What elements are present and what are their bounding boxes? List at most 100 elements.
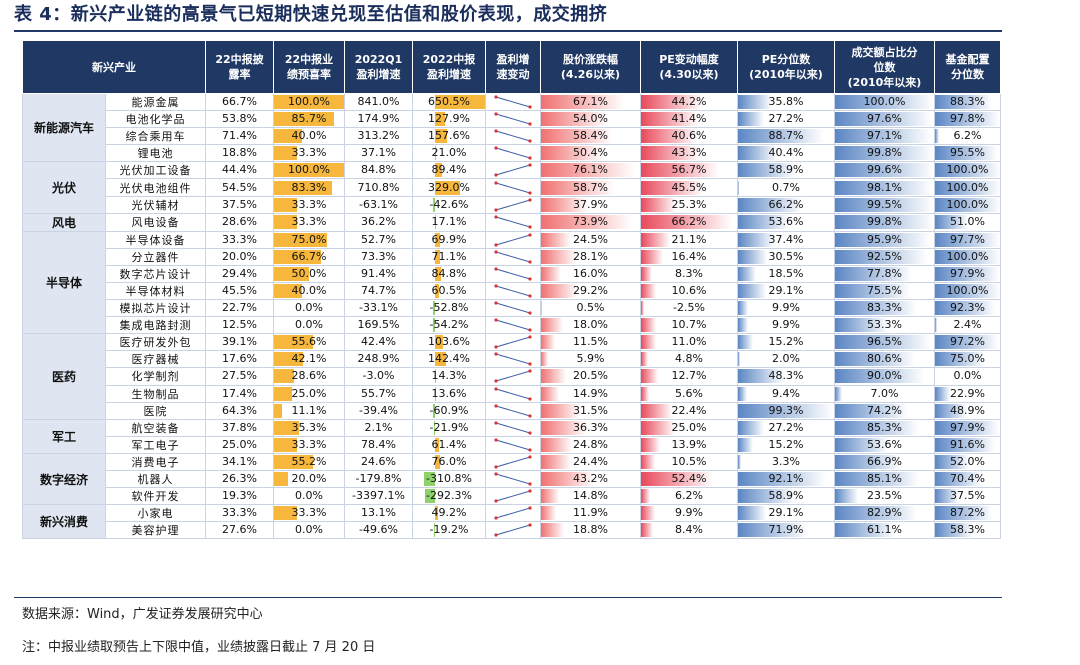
cell-value: 33.3%: [291, 146, 327, 160]
value-cell: 33.3%: [273, 504, 345, 523]
data-bar: [541, 129, 614, 144]
value-cell: 91.6%: [934, 435, 1001, 454]
sparkline-point: [528, 198, 532, 202]
value-cell: 84.8%: [344, 161, 413, 180]
data-bar: [432, 318, 435, 333]
value-cell: 100.0%: [834, 92, 935, 112]
cell-value: -3.0%: [362, 369, 395, 383]
cell-value: 127.9%: [428, 112, 470, 126]
cell-value: 97.1%: [867, 129, 902, 143]
data-bar: [641, 215, 732, 230]
data-bar: [424, 472, 435, 487]
value-cell: -3.0%: [344, 367, 413, 386]
data-bar: [935, 454, 969, 469]
cell-value: 14.3%: [431, 369, 467, 383]
sparkline-point: [494, 267, 498, 271]
cell-value: 61.4%: [431, 437, 467, 451]
data-bar: [835, 523, 896, 538]
sparkline: [494, 267, 532, 281]
data-bar: [935, 163, 1000, 178]
value-cell: 11.0%: [640, 333, 738, 352]
cell-value: 0.5%: [576, 301, 605, 315]
cell-value: 100.0%: [863, 95, 906, 109]
cell-value: 78.4%: [361, 437, 396, 451]
cell-value: 16.4%: [671, 249, 707, 263]
value-cell: -33.1%: [344, 299, 413, 318]
data-bar: [641, 112, 698, 127]
sparkline-point: [494, 215, 498, 219]
data-bar: [274, 180, 333, 195]
table-row: 军工 航空装备 37.8% 35.3% 2.1% -21.9% 36.3% 25.0% 27.2…: [22, 418, 1001, 454]
cell-value: 18.0%: [573, 318, 608, 332]
cell-value: 17.4%: [222, 386, 257, 400]
cell-value: 88.7%: [768, 129, 804, 143]
data-bar: [935, 180, 1000, 195]
sub-industry-label: 风电设备: [105, 212, 206, 232]
value-cell: 10.6%: [640, 281, 738, 301]
value-cell: 64.3%: [205, 401, 274, 420]
value-cell: 55.6%: [273, 333, 345, 352]
table-row: 分立器件 20.0% 66.7% 73.3% 71.1% 28.1% 16.4% 30.5% 9…: [23, 247, 1001, 266]
data-bar: [835, 352, 915, 367]
value-cell: 30.5%: [737, 247, 835, 266]
sparkline-point: [494, 318, 498, 322]
value-cell: 33.3%: [273, 144, 345, 163]
cell-value: 36.3%: [573, 420, 608, 434]
value-cell: 650.5%: [412, 92, 486, 112]
data-bar: [738, 180, 739, 195]
data-bar: [541, 437, 572, 452]
industry-group-label: 新能源汽车: [22, 92, 106, 163]
cell-value: 82.9%: [867, 506, 902, 520]
sparkline-point: [528, 523, 532, 527]
data-bar: [641, 489, 650, 504]
cell-value: 58.9%: [768, 163, 804, 177]
cell-value: 100.0%: [946, 283, 989, 297]
value-cell: 33.3%: [205, 504, 274, 523]
cell-value: 37.1%: [361, 146, 396, 160]
cell-value: 53.6%: [768, 215, 804, 229]
cell-value: 42.4%: [361, 335, 396, 349]
sparkline: [494, 455, 532, 469]
cell-value: 92.3%: [950, 301, 985, 315]
data-bar: [935, 489, 960, 504]
table-row: 机器人 26.3% 20.0% -179.8% -310.8% 43.2% 52.4% 92.…: [23, 469, 1001, 489]
sparkline-cell: [485, 195, 541, 214]
data-bar: [641, 318, 656, 333]
column-header-line: (4.30以来): [659, 68, 719, 81]
cell-value: 97.6%: [867, 112, 902, 126]
data-bar: [738, 301, 748, 316]
cell-value: 29.1%: [768, 506, 804, 520]
sparkline: [494, 284, 532, 298]
cell-value: 15.2%: [768, 335, 804, 349]
data-bar: [434, 454, 441, 469]
cell-value: -3397.1%: [352, 489, 405, 503]
cell-value: 92.1%: [768, 472, 804, 486]
value-cell: 22.4%: [640, 401, 738, 420]
industry-group-label: 新兴消费: [22, 504, 106, 540]
sparkline-segment: [495, 319, 531, 331]
cell-value: 75.0%: [950, 352, 985, 366]
value-cell: 33.3%: [273, 195, 345, 214]
sparkline-cell: [485, 127, 541, 146]
source-note: 数据来源：Wind，广发证券发展研究中心: [22, 607, 263, 622]
data-bar: [935, 420, 999, 435]
cell-value: 91.4%: [361, 266, 396, 280]
value-cell: -179.8%: [344, 469, 413, 489]
column-header-line: 盈利增: [496, 53, 530, 66]
value-cell: 45.5%: [640, 178, 738, 197]
column-header: 盈利增 速变动: [485, 40, 541, 94]
table-row: 半导体 半导体设备 33.3% 75.0% 52.7% 69.9% 24.5% 21.1% 37…: [22, 230, 1001, 335]
cell-value: 73.3%: [361, 249, 396, 263]
value-cell: 0.0%: [934, 367, 1001, 386]
sparkline-point: [528, 506, 532, 510]
cell-value: 20.5%: [573, 369, 608, 383]
value-cell: 83.3%: [273, 178, 345, 197]
cell-value: 841.0%: [357, 95, 400, 109]
cell-value: 2.4%: [953, 318, 982, 332]
sparkline-segment: [495, 268, 531, 280]
cell-value: 98.1%: [867, 180, 902, 194]
data-bar: [641, 420, 676, 435]
cell-value: 11.1%: [291, 403, 327, 417]
cell-value: 6.2%: [675, 489, 703, 503]
cell-value: 15.2%: [768, 437, 804, 451]
